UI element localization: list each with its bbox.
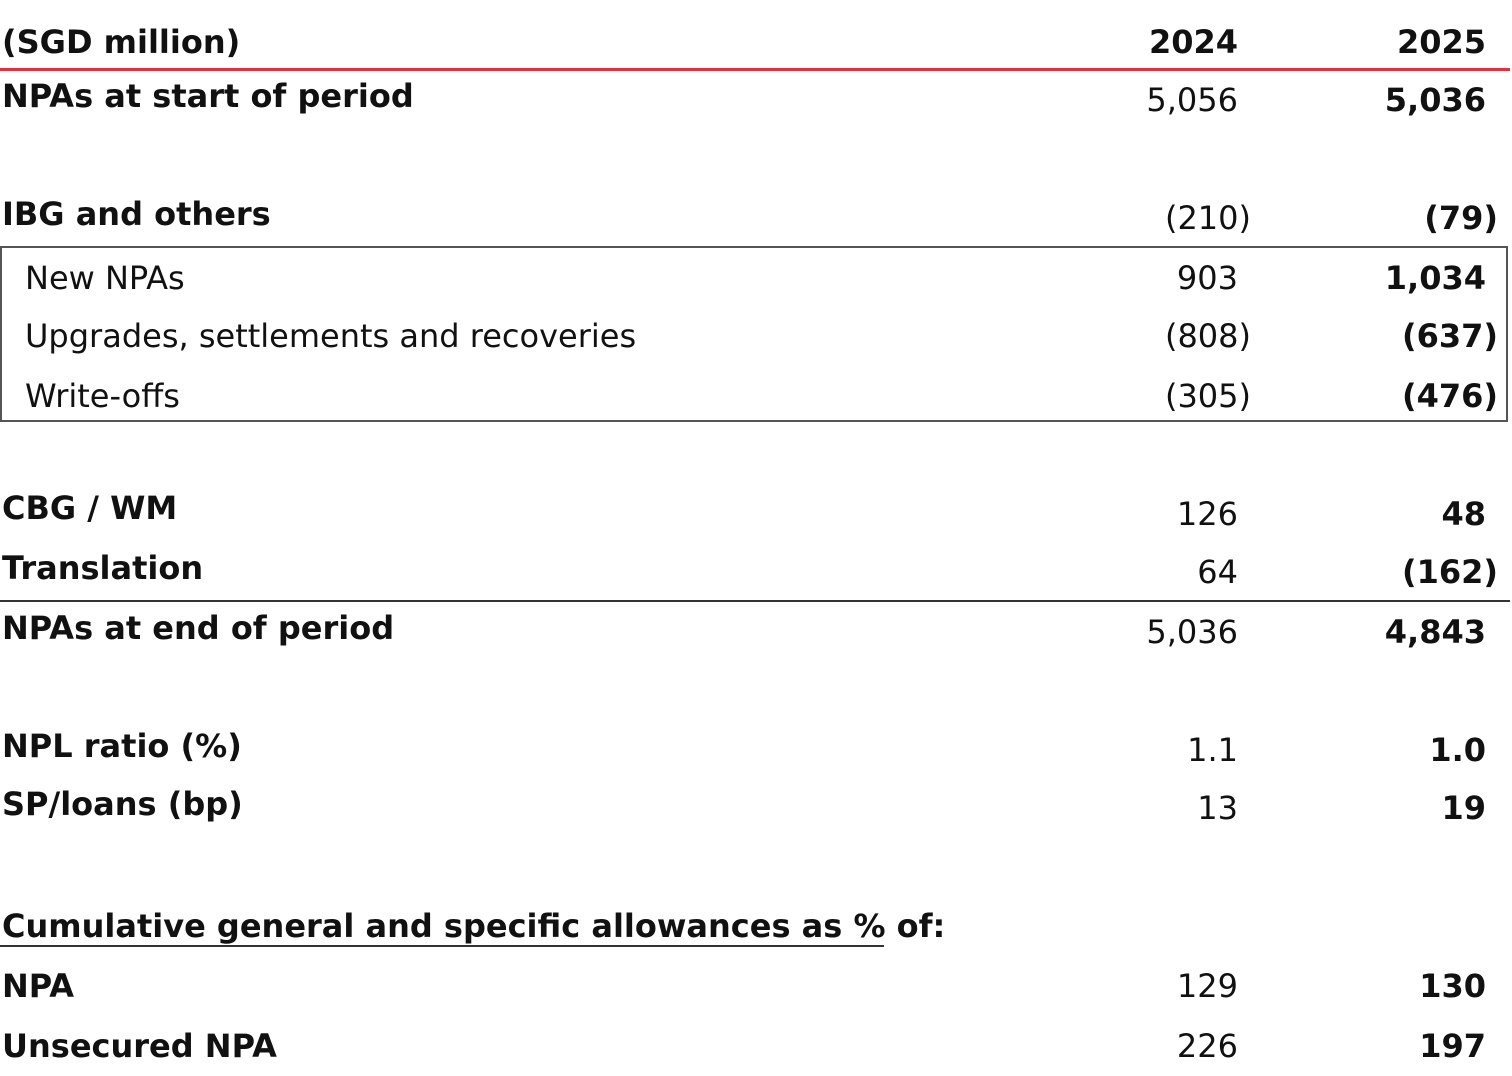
table-header-row: (SGD million) 2024 2025 [0,22,1512,72]
value-2025: (637) [1401,317,1498,355]
value-2025: (79) [1424,199,1498,237]
row-label: IBG and others [2,195,271,233]
value-2025: 48 [1441,495,1486,533]
column-header-2025: 2025 [1396,23,1486,61]
total-divider [0,600,1510,602]
value-2024: 1.1 [1187,731,1238,769]
row-write-offs: Write-offs (305) (476) [0,376,1512,426]
column-header-2024: 2024 [1148,23,1238,61]
heading-underline [0,945,884,947]
value-2025: 130 [1419,967,1486,1005]
value-2024: 5,036 [1146,613,1238,651]
row-label: Write-offs [25,377,180,415]
row-sp-loans: SP/loans (bp) 13 19 [0,784,1512,834]
row-label: Unsecured NPA [2,1027,277,1065]
row-label: NPAs at start of period [2,77,414,115]
value-2024: 129 [1176,967,1238,1005]
value-2024: 226 [1176,1027,1238,1065]
value-2025: (476) [1401,377,1498,415]
value-2025: 1,034 [1384,259,1486,297]
value-2024: 13 [1197,789,1238,827]
value-2025: 19 [1441,789,1486,827]
value-2025: 4,843 [1384,613,1486,651]
row-label: New NPAs [25,259,185,297]
row-label: NPL ratio (%) [2,727,242,765]
row-label: Translation [2,549,204,587]
allowances-heading-row: Cumulative general and specific allowanc… [0,906,1512,956]
row-label: NPAs at end of period [2,609,395,647]
row-label: NPA [2,967,75,1005]
row-cbg-wm: CBG / WM 126 48 [0,488,1512,538]
value-2024: 64 [1197,553,1238,591]
header-divider [0,68,1510,71]
value-2024: (305) [1164,377,1251,415]
row-npl-ratio: NPL ratio (%) 1.1 1.0 [0,726,1512,776]
value-2024: (808) [1164,317,1251,355]
value-2025: 1.0 [1429,731,1486,769]
row-npa: NPA 129 130 [0,966,1512,1016]
row-label: CBG / WM [2,489,178,527]
row-new-npas: New NPAs 903 1,034 [0,258,1512,308]
row-npas-end: NPAs at end of period 5,036 4,843 [0,608,1512,658]
value-2024: 5,056 [1146,81,1238,119]
value-2025: (162) [1401,553,1498,591]
row-ibg-others: IBG and others (210) (79) [0,194,1512,244]
value-2025: 5,036 [1384,81,1486,119]
row-unsecured-npa: Unsecured NPA 226 197 [0,1026,1512,1076]
row-label: Upgrades, settlements and recoveries [25,317,637,355]
unit-label: (SGD million) [2,23,241,61]
row-translation: Translation 64 (162) [0,548,1512,598]
row-upgrades: Upgrades, settlements and recoveries (80… [0,316,1512,366]
row-label: SP/loans (bp) [2,785,243,823]
ibg-breakdown-box [0,246,1508,422]
value-2024: 903 [1176,259,1238,297]
value-2024: 126 [1176,495,1238,533]
allowances-heading: Cumulative general and specific allowanc… [2,907,946,945]
row-npas-start: NPAs at start of period 5,056 5,036 [0,76,1512,126]
value-2024: (210) [1164,199,1251,237]
value-2025: 197 [1419,1027,1486,1065]
